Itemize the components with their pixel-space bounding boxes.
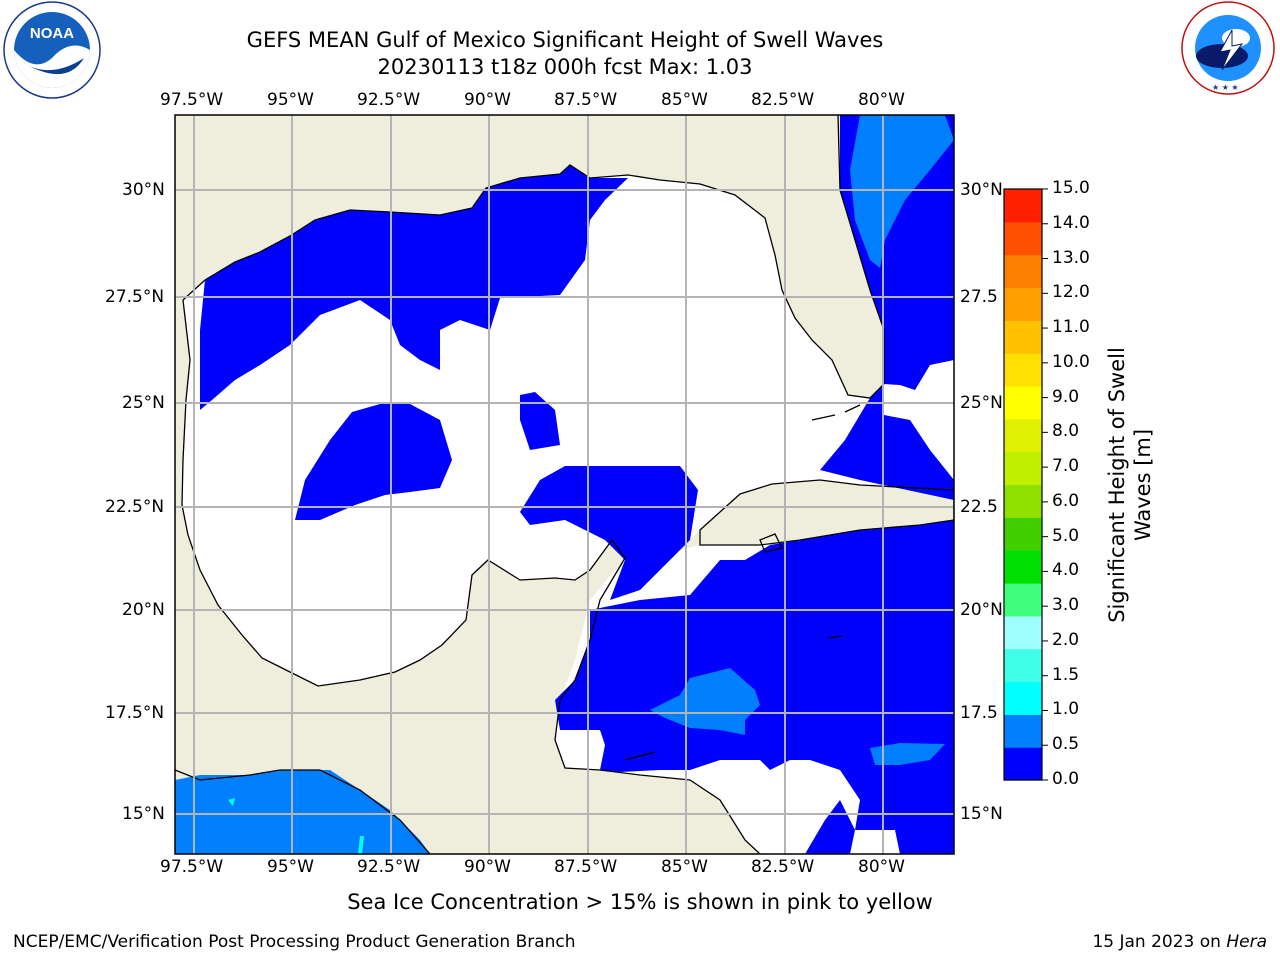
lat-tick-left: 22.5°N [105, 497, 165, 517]
lat-tick-right: 20°N [960, 600, 1003, 620]
lon-tick-bottom: 80°W [858, 857, 905, 877]
lat-tick-left: 30°N [122, 180, 165, 200]
colorbar-segment [1004, 320, 1042, 354]
lat-tick-left: 25°N [122, 393, 165, 413]
colorbar-segment [1004, 287, 1042, 321]
colorbar-segment [1004, 418, 1042, 453]
lon-tick-bottom: 92.5°W [357, 857, 421, 877]
swell-1.0-1.5-regions [228, 798, 364, 854]
colorbar-tick-label: 12.0 [1052, 282, 1090, 303]
colorbar-label-line1: Significant Height of Swell [1105, 347, 1129, 623]
noaa-logo-text: NOAA [30, 25, 74, 42]
nws-logo: ★ ★ ★ [1181, 1, 1275, 95]
lat-tick-right: 17.5 [960, 703, 998, 723]
lon-tick-top: 87.5°W [554, 90, 618, 110]
lon-tick-bottom: 85°W [661, 857, 708, 877]
lon-tick-top: 80°W [858, 90, 905, 110]
lat-tick-right: 22.5 [960, 497, 998, 517]
chart-title: GEFS MEAN Gulf of Mexico Significant Hei… [246, 28, 884, 52]
colorbar-segment [1004, 648, 1042, 683]
colorbar-border [1003, 188, 1043, 781]
colorbar-tick-label: 15.0 [1052, 178, 1090, 198]
colorbar-segment [1004, 254, 1042, 289]
colorbar-tick-label: 1.0 [1052, 699, 1080, 720]
date-text: 15 Jan 2023 on Hera [1092, 932, 1267, 952]
lon-tick-bottom: 90°W [464, 857, 511, 877]
colorbar-tick-label: 9.0 [1052, 386, 1080, 407]
chart-subtitle: 20230113 t18z 000h fcst Max: 1.03 [377, 55, 753, 79]
lat-tick-right: 25°N [960, 393, 1003, 413]
lat-tick-left: 17.5°N [105, 703, 165, 723]
lon-tick-bottom: 97.5°W [160, 857, 224, 877]
sea-ice-note: Sea Ice Concentration > 15% is shown in … [0, 890, 1280, 914]
colorbar-segment [1004, 615, 1042, 650]
colorbar-segment [1004, 189, 1042, 223]
colorbar-tick-label: 1.5 [1052, 664, 1080, 685]
lat-tick-left: 15°N [122, 804, 165, 824]
lat-tick-left: 20°N [122, 600, 165, 620]
graticule [175, 115, 954, 854]
lat-tick-right: 27.5 [960, 287, 998, 307]
lat-tick-right: 15°N [960, 804, 1003, 824]
lat-tick-left: 27.5°N [105, 287, 165, 307]
colorbar-segment [1004, 583, 1042, 617]
colorbar-tick-label: 10.0 [1052, 351, 1090, 372]
colorbar-segment [1004, 714, 1042, 748]
svg-text:★ ★ ★: ★ ★ ★ [1212, 83, 1239, 92]
colorbar-segment [1004, 747, 1042, 781]
colorbar-tick-label: 4.0 [1052, 560, 1080, 581]
colorbar-segment [1004, 681, 1042, 715]
colorbar-tick-label: 3.0 [1052, 595, 1080, 616]
colorbar-tick-label: 14.0 [1052, 212, 1090, 233]
lon-tick-bottom: 82.5°W [751, 857, 815, 877]
machine-name: Hera [1226, 932, 1267, 952]
colorbar-segment [1004, 451, 1042, 486]
colorbar-tick-label: 0.5 [1052, 734, 1080, 755]
colorbar [1004, 189, 1042, 781]
date-prefix: 15 Jan 2023 on [1092, 932, 1227, 952]
colorbar-segment [1004, 484, 1042, 518]
colorbar-tick-label: 5.0 [1052, 525, 1080, 546]
colorbar-tick-label: 6.0 [1052, 490, 1080, 511]
colorbar-segment [1004, 221, 1042, 256]
colorbar-tick-label: 0.0 [1052, 769, 1080, 789]
lon-tick-bottom: 87.5°W [554, 857, 618, 877]
credit-text: NCEP/EMC/Verification Post Processing Pr… [13, 932, 576, 952]
lon-tick-top: 95°W [267, 90, 314, 110]
noaa-logo: NOAA [3, 1, 101, 99]
lat-tick-right: 30°N [960, 180, 1003, 200]
colorbar-tick-label: 11.0 [1052, 317, 1090, 338]
map-area [175, 115, 954, 854]
lon-tick-top: 97.5°W [160, 90, 224, 110]
colorbar-tick-label: 8.0 [1052, 421, 1080, 442]
lon-tick-bottom: 95°W [267, 857, 314, 877]
swell-0.5-1.0-regions [175, 115, 954, 854]
lon-tick-top: 82.5°W [751, 90, 815, 110]
colorbar-tick-label: 13.0 [1052, 247, 1090, 268]
sea-ice-note-text: Sea Ice Concentration > 15% is shown in … [347, 890, 933, 914]
colorbar-segment [1004, 517, 1042, 551]
lon-tick-top: 90°W [464, 90, 511, 110]
map-border [174, 114, 955, 855]
colorbar-segment [1004, 353, 1042, 387]
colorbar-segment [1004, 386, 1042, 420]
colorbar-tick-label: 7.0 [1052, 456, 1080, 477]
colorbar-tick-label: 2.0 [1052, 629, 1080, 650]
colorbar-segment [1004, 550, 1042, 584]
swell-0-0.5-regions [200, 115, 954, 854]
lon-tick-top: 85°W [661, 90, 708, 110]
colorbar-label-line2: Waves [m] [1131, 428, 1155, 542]
lon-tick-top: 92.5°W [357, 90, 421, 110]
